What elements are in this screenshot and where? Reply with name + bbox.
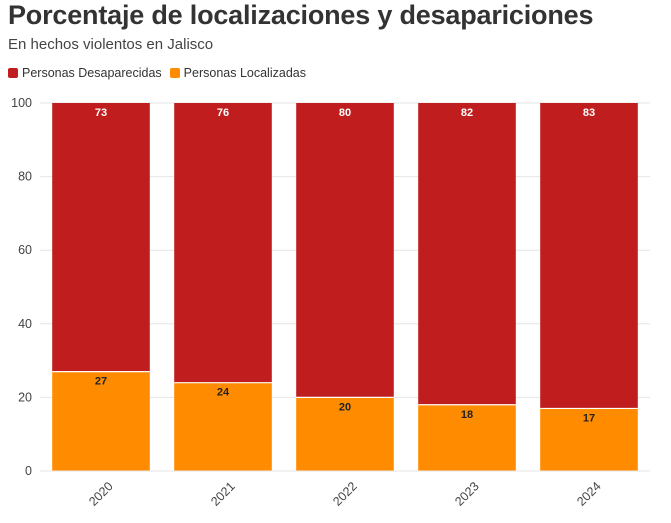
data-label-personas-desaparecidas-2024: 83 xyxy=(583,107,595,119)
x-tick-label-2020: 2020 xyxy=(86,479,116,509)
bar-personas-desaparecidas-2020[interactable] xyxy=(52,103,150,372)
y-tick-label-60: 60 xyxy=(18,243,32,257)
bar-personas-localizadas-2021[interactable] xyxy=(174,382,272,471)
x-tick-label-2023: 2023 xyxy=(452,479,482,509)
data-label-personas-desaparecidas-2020: 73 xyxy=(95,107,107,119)
y-tick-label-100: 100 xyxy=(11,96,32,110)
legend-swatch-desaparecidas xyxy=(8,68,18,78)
data-label-personas-localizadas-2022: 20 xyxy=(339,401,351,413)
data-label-personas-localizadas-2020: 27 xyxy=(95,376,107,388)
y-tick-label-40: 40 xyxy=(18,317,32,331)
bar-personas-desaparecidas-2024[interactable] xyxy=(540,103,638,409)
legend: Personas Desaparecidas Personas Localiza… xyxy=(8,66,314,80)
legend-swatch-localizadas xyxy=(169,68,180,78)
bar-personas-desaparecidas-2023[interactable] xyxy=(418,103,516,405)
bar-personas-localizadas-2022[interactable] xyxy=(296,397,394,471)
data-label-personas-desaparecidas-2023: 82 xyxy=(461,107,473,119)
y-tick-label-20: 20 xyxy=(18,390,32,404)
legend-item-desaparecidas[interactable]: Personas Desaparecidas xyxy=(8,66,162,80)
data-label-personas-localizadas-2021: 24 xyxy=(217,387,230,399)
bar-personas-desaparecidas-2021[interactable] xyxy=(174,103,272,383)
data-label-personas-localizadas-2024: 17 xyxy=(583,412,595,424)
x-tick-label-2022: 2022 xyxy=(330,479,360,509)
data-label-personas-localizadas-2023: 18 xyxy=(461,409,473,421)
y-tick-label-0: 0 xyxy=(25,464,32,478)
y-tick-label-80: 80 xyxy=(18,170,32,184)
x-tick-label-2024: 2024 xyxy=(574,479,604,509)
x-tick-label-2021: 2021 xyxy=(208,479,238,509)
legend-label-localizadas: Personas Localizadas xyxy=(183,66,306,80)
legend-label-desaparecidas: Personas Desaparecidas xyxy=(22,66,162,80)
chart-title: Porcentaje de localizaciones y desaparic… xyxy=(8,0,594,30)
data-label-personas-desaparecidas-2022: 80 xyxy=(339,107,351,119)
bar-personas-localizadas-2023[interactable] xyxy=(418,404,516,471)
legend-item-localizadas[interactable]: Personas Localizadas xyxy=(169,66,306,80)
data-label-personas-desaparecidas-2021: 76 xyxy=(217,107,229,119)
bar-personas-localizadas-2024[interactable] xyxy=(540,408,638,471)
bar-personas-localizadas-2020[interactable] xyxy=(52,371,150,471)
bar-personas-desaparecidas-2022[interactable] xyxy=(296,103,394,398)
chart-subtitle: En hechos violentos en Jalisco xyxy=(8,36,214,53)
